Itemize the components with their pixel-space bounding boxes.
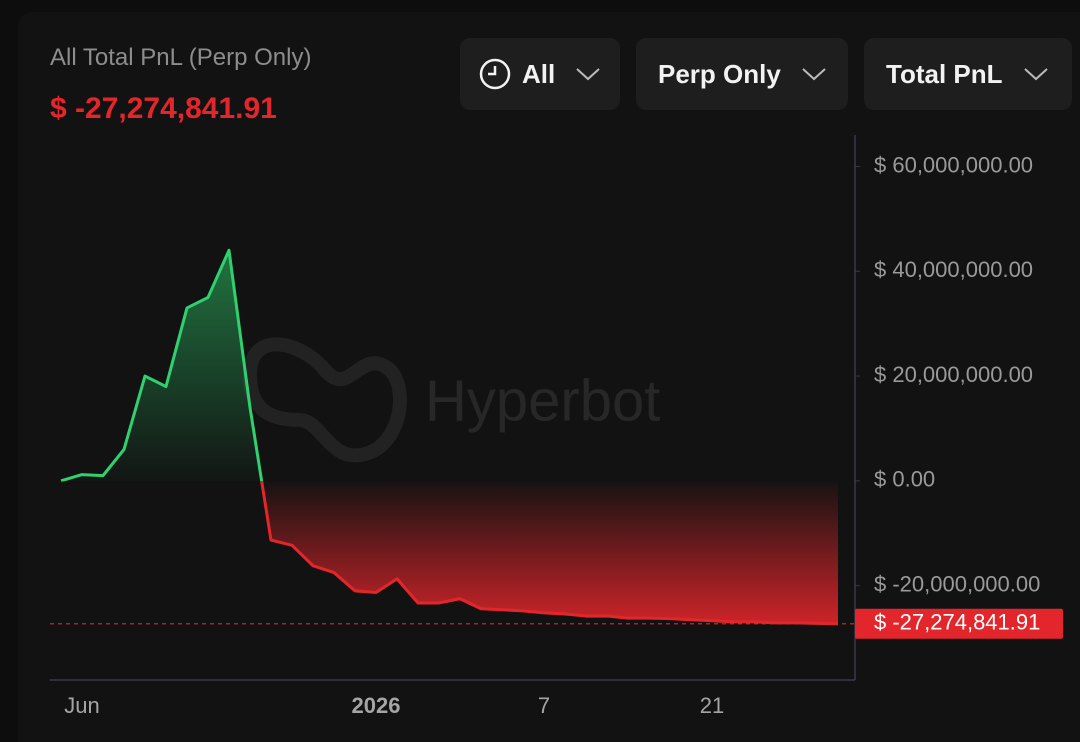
y-tick-label: $ 0.00: [874, 467, 935, 492]
chevron: [576, 68, 600, 81]
y-tick-label: $ 40,000,000.00: [874, 257, 1033, 282]
y-tick-label: $ 20,000,000.00: [874, 362, 1033, 387]
chevron: [1023, 68, 1048, 81]
y-tick-label: $ 60,000,000.00: [874, 152, 1033, 177]
x-tick-label: 7: [538, 693, 550, 718]
area: [61, 250, 838, 624]
chevron: [802, 68, 826, 81]
pnl-line: [60, 248, 839, 626]
last-value-tag: [855, 608, 1063, 639]
clock-icon: [479, 58, 511, 90]
filter-label: Perp Only: [658, 58, 781, 89]
last-value-label: $ -27,274,841.91: [874, 610, 1040, 635]
x-tick-label: Jun: [64, 693, 99, 718]
y-tick-label: $ -20,000,000.00: [874, 571, 1040, 596]
x-tick-label: 2026: [352, 693, 401, 718]
x-tick-label: 21: [700, 693, 724, 718]
watermark-logo: [242, 337, 407, 463]
metric-filter[interactable]: Total PnL: [864, 38, 1072, 110]
watermark: Hyperbot: [425, 368, 660, 433]
filter-label: All: [522, 58, 556, 89]
title: All Total PnL (Perp Only): [50, 44, 312, 71]
total-value: $ -27,274,841.91: [50, 92, 277, 125]
filter-label: Total PnL: [886, 58, 1003, 89]
market-filter[interactable]: Perp Only: [636, 38, 848, 110]
time-filter[interactable]: All: [460, 38, 620, 110]
